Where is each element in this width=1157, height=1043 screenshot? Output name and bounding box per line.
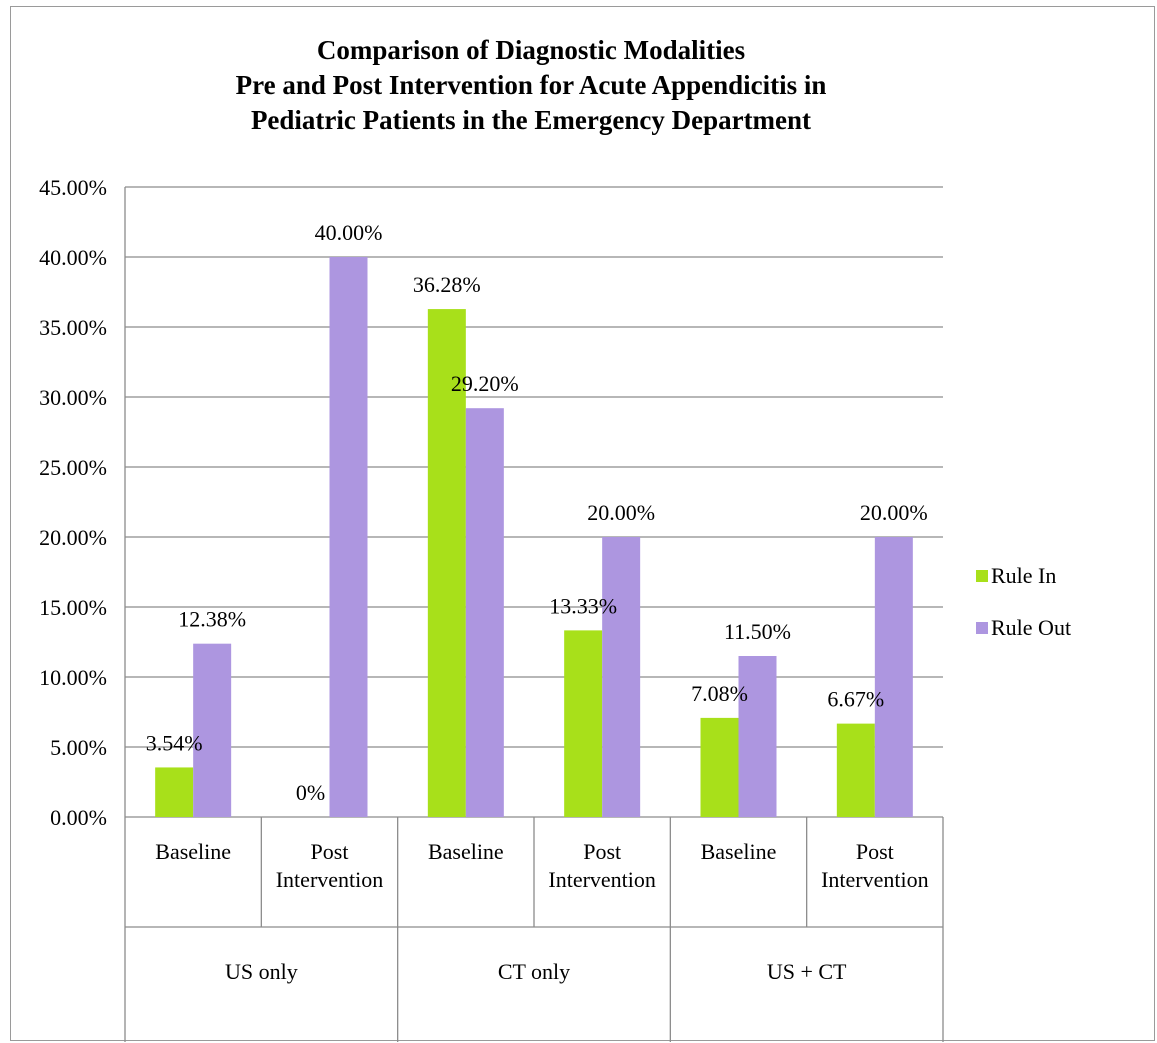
bar-rule-out: [602, 537, 641, 817]
data-label: 29.20%: [451, 371, 519, 396]
bar-rule-out: [193, 643, 232, 817]
chart-title-line: Pediatric Patients in the Emergency Depa…: [251, 105, 811, 135]
y-tick-label: 10.00%: [39, 665, 107, 690]
bar-rule-in: [155, 767, 194, 817]
chart: Comparison of Diagnostic Modalities Pre a…: [39, 35, 1071, 1042]
y-tick-label: 0.00%: [50, 805, 107, 830]
x-category-label: Intervention: [276, 867, 384, 892]
x-category-label: Baseline: [155, 839, 231, 864]
data-label: 12.38%: [178, 607, 246, 632]
bar-rule-out: [874, 537, 913, 817]
x-category-label: Post: [311, 839, 349, 864]
y-tick-label: 30.00%: [39, 385, 107, 410]
x-group-label: US + CT: [767, 959, 847, 984]
bar-rule-in: [836, 723, 875, 817]
legend: Rule In Rule Out: [976, 563, 1071, 640]
x-category-label: Intervention: [548, 867, 656, 892]
x-category-label: Intervention: [821, 867, 929, 892]
data-label: 11.50%: [724, 619, 791, 644]
data-labels: 3.54% 0% 36.28% 13.33% 7.08% 6.67% 12.38% 40.00…: [146, 220, 928, 805]
gridlines: [125, 186, 943, 748]
bar-rule-in: [427, 309, 466, 817]
data-label: 7.08%: [691, 681, 748, 706]
y-tick-label: 45.00%: [39, 175, 107, 200]
y-tick-label: 40.00%: [39, 245, 107, 270]
y-tick-label: 15.00%: [39, 595, 107, 620]
x-category-label: Post: [856, 839, 894, 864]
bars: [155, 257, 913, 817]
legend-swatch: [976, 622, 988, 634]
y-tick-label: 25.00%: [39, 455, 107, 480]
legend-label: Rule Out: [991, 615, 1071, 640]
y-tick-label: 5.00%: [50, 735, 107, 760]
chart-title-line: Pre and Post Intervention for Acute Appe…: [236, 70, 827, 100]
bar-rule-out: [738, 656, 777, 817]
x-axis: Baseline Post Intervention US only Baseline P…: [124, 817, 944, 1042]
legend-label: Rule In: [991, 563, 1056, 588]
data-label: 0%: [296, 780, 325, 805]
x-category-label: Baseline: [428, 839, 504, 864]
x-category-label: Post: [583, 839, 621, 864]
data-label: 13.33%: [549, 593, 617, 618]
bar-rule-in: [700, 717, 739, 817]
data-label: 36.28%: [413, 272, 481, 297]
legend-swatch: [976, 570, 988, 582]
x-group-label: CT only: [498, 959, 570, 984]
y-tick-label: 35.00%: [39, 315, 107, 340]
y-tick-label: 20.00%: [39, 525, 107, 550]
data-label: 20.00%: [860, 500, 928, 525]
data-label: 3.54%: [146, 730, 203, 755]
bar-rule-in: [564, 630, 603, 817]
data-label: 20.00%: [587, 500, 655, 525]
chart-title-line: Comparison of Diagnostic Modalities: [317, 35, 745, 65]
data-label: 6.67%: [827, 687, 884, 712]
x-category-label: Baseline: [701, 839, 777, 864]
bar-rule-out: [329, 257, 368, 817]
bar-rule-out: [465, 408, 504, 817]
x-group-label: US only: [225, 959, 298, 984]
data-label: 40.00%: [315, 220, 383, 245]
chart-title: Comparison of Diagnostic Modalities Pre a…: [236, 35, 827, 135]
chart-frame: Comparison of Diagnostic Modalities Pre a…: [10, 6, 1155, 1042]
